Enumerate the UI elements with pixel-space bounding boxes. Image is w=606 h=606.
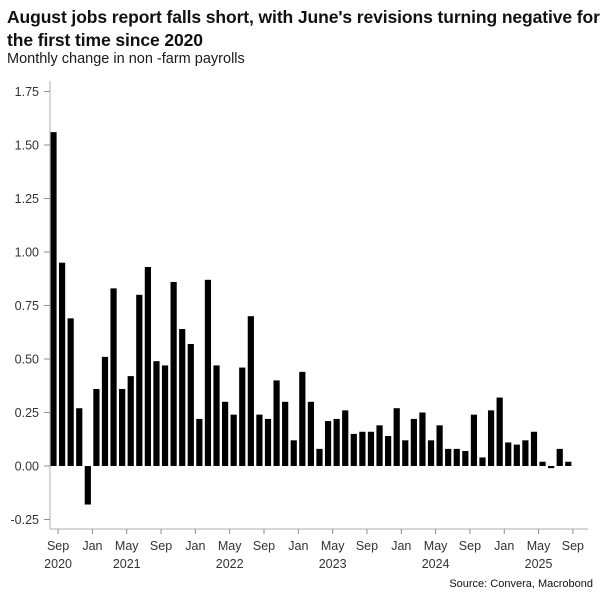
x-tick-month-label: Jan — [494, 539, 514, 553]
bar-2021-06 — [136, 294, 143, 466]
source-note: Source: Convera, Macrobond — [449, 578, 593, 590]
y-tick-label: 1.00 — [15, 246, 39, 260]
x-tick-month-label: Sep — [356, 539, 378, 553]
bar-2025-01 — [505, 442, 512, 466]
bar-2024-12 — [496, 397, 503, 466]
bar-2023-07 — [350, 433, 357, 466]
y-tick-label: 1.50 — [15, 139, 39, 153]
bar-series — [50, 132, 572, 505]
bar-2021-09 — [161, 365, 169, 466]
x-tick-month-label: May — [321, 539, 345, 553]
x-tick-year-label: 2021 — [113, 557, 141, 571]
x-tick-month-label: Jan — [82, 539, 102, 553]
bar-2022-03 — [213, 365, 220, 466]
bar-2022-04 — [222, 401, 229, 466]
bar-2021-05 — [127, 376, 134, 466]
bar-2022-09 — [264, 418, 272, 466]
bar-2022-01 — [196, 418, 203, 466]
bar-2023-11 — [385, 436, 392, 466]
chart-subtitle: Monthly change in non -farm payrolls — [7, 51, 245, 67]
bar-2025-02 — [513, 444, 520, 466]
bar-2024-05 — [436, 425, 443, 466]
bar-2023-09 — [367, 431, 375, 466]
bar-2021-08 — [153, 361, 160, 466]
bar-2023-08 — [359, 431, 366, 466]
bar-2025-05 — [539, 461, 546, 466]
y-tick-label: 0.50 — [15, 353, 39, 367]
x-tick-month-label: Sep — [253, 539, 275, 553]
bar-2021-07 — [144, 266, 151, 466]
y-tick-label: 1.25 — [15, 192, 39, 206]
bar-2022-02 — [204, 279, 212, 466]
bar-2024-11 — [487, 410, 495, 466]
bar-2025-06 — [548, 466, 555, 469]
y-tick-label: 1.75 — [15, 85, 39, 99]
x-tick-year-label: 2024 — [422, 557, 450, 571]
bar-2023-10 — [376, 425, 383, 466]
bar-2022-06 — [239, 367, 246, 466]
bar-2020-09 — [58, 262, 66, 466]
y-axis-ticks: 1.75 1.50 1.25 1.00 0.75 0.50 0.25 0.00 -0.25 — [11, 85, 50, 527]
bar-2023-06 — [342, 410, 349, 466]
y-tick-label: 0.00 — [15, 460, 39, 474]
bar-2024-06 — [445, 448, 452, 466]
bar-2021-02 — [101, 356, 109, 466]
bar-2022-11 — [282, 401, 289, 466]
bar-2024-02 — [410, 418, 417, 466]
x-tick-month-label: Sep — [47, 539, 69, 553]
bar-2024-09 — [470, 414, 478, 466]
bar-2024-07 — [453, 448, 460, 466]
bar-2023-12 — [393, 408, 400, 466]
bar-2025-04 — [530, 431, 538, 466]
bar-2021-04 — [119, 388, 126, 466]
x-tick-month-label: Jan — [185, 539, 205, 553]
x-tick-month-label: May — [115, 539, 139, 553]
bar-2023-05 — [333, 418, 340, 466]
x-axis-ticks: Sep Jan May Sep Jan May Sep Jan May Sep Jan May Sep J… — [44, 529, 584, 571]
bar-2021-12 — [187, 344, 194, 466]
bar-2021-10 — [170, 281, 177, 466]
bar-2023-01 — [299, 371, 306, 466]
bar-2021-01 — [93, 388, 100, 466]
bar-2024-01 — [402, 440, 409, 466]
bar-2020-08 — [50, 132, 57, 466]
x-tick-month-label: Sep — [562, 539, 584, 553]
bar-2021-11 — [179, 329, 186, 466]
bar-2022-10 — [273, 380, 280, 466]
bar-2023-02 — [307, 401, 314, 466]
bar-2024-04 — [427, 440, 435, 466]
bar-2024-03 — [419, 412, 426, 466]
bar-2024-08 — [462, 451, 469, 466]
y-tick-label: 0.25 — [15, 406, 39, 420]
x-tick-month-label: May — [527, 539, 551, 553]
x-tick-year-label: 2020 — [44, 557, 72, 571]
chart-title: August jobs report falls short, with Jun… — [7, 7, 600, 50]
bar-2022-08 — [256, 414, 263, 466]
y-tick-label: 0.75 — [15, 299, 39, 313]
bar-2025-03 — [522, 440, 529, 466]
bar-2020-10 — [67, 318, 74, 466]
x-tick-month-label: May — [218, 539, 242, 553]
bar-2020-11 — [76, 408, 83, 466]
x-tick-month-label: Jan — [288, 539, 308, 553]
bar-2022-05 — [230, 414, 237, 466]
x-tick-year-label: 2023 — [319, 557, 347, 571]
x-tick-month-label: Sep — [150, 539, 172, 553]
x-tick-year-label: 2022 — [216, 557, 244, 571]
bar-2020-12 — [84, 466, 91, 505]
bar-2025-07 — [556, 448, 563, 466]
bar-2023-04 — [324, 421, 332, 466]
y-tick-label: -0.25 — [11, 513, 40, 527]
bar-2021-03 — [110, 288, 117, 466]
bar-2024-10 — [479, 457, 486, 466]
x-tick-month-label: May — [424, 539, 448, 553]
bar-2025-08 — [565, 461, 572, 466]
x-tick-year-label: 2025 — [525, 557, 553, 571]
bar-2023-03 — [316, 448, 323, 466]
x-tick-month-label: Sep — [459, 539, 481, 553]
x-tick-month-label: Jan — [391, 539, 411, 553]
bar-2022-07 — [247, 316, 254, 466]
bar-2022-12 — [290, 440, 297, 466]
